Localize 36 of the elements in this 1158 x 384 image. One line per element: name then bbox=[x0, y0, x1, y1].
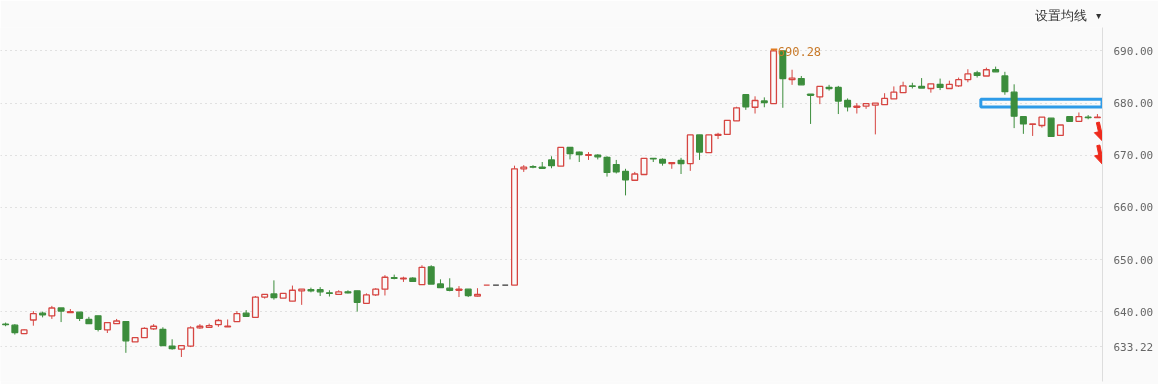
y-tick-label: 640.00 bbox=[1113, 305, 1154, 319]
candlestick bbox=[159, 326, 167, 347]
candlestick bbox=[964, 68, 972, 83]
candlestick bbox=[696, 134, 704, 161]
candlestick bbox=[751, 95, 759, 115]
candlestick bbox=[381, 274, 389, 296]
y-tick-label: 660.00 bbox=[1113, 201, 1154, 215]
candlestick bbox=[57, 307, 65, 323]
candlestick bbox=[122, 320, 130, 354]
candlestick bbox=[270, 279, 278, 301]
candlestick bbox=[825, 84, 833, 92]
candlestick bbox=[1001, 71, 1009, 96]
candlestick bbox=[807, 93, 815, 125]
candlestick bbox=[936, 78, 944, 91]
candlestick bbox=[788, 69, 796, 86]
candlestick bbox=[353, 290, 361, 313]
candlestick bbox=[677, 157, 685, 175]
candlestick bbox=[1029, 123, 1037, 137]
candlestick bbox=[427, 264, 435, 285]
candlestick bbox=[557, 146, 565, 167]
y-tick-label: 670.00 bbox=[1113, 149, 1154, 163]
candlestick bbox=[1047, 117, 1055, 138]
candlestick bbox=[603, 155, 611, 178]
candlestick bbox=[251, 295, 259, 319]
text: 设置均线 ▾ bbox=[1034, 7, 1103, 23]
candlestick bbox=[871, 102, 879, 135]
y-tick-label: 680.00 bbox=[1113, 97, 1154, 111]
candlestick bbox=[1010, 83, 1018, 129]
y-tick-label: 690.00 bbox=[1113, 44, 1154, 58]
candlestick bbox=[834, 85, 842, 115]
candlestick bbox=[168, 338, 176, 351]
y-tick-label: 650.00 bbox=[1113, 253, 1154, 267]
annotation: 690.28 bbox=[777, 45, 822, 60]
y-tick-label: 633.22 bbox=[1113, 340, 1154, 354]
candlestick bbox=[622, 168, 630, 196]
candlestick bbox=[418, 264, 426, 286]
